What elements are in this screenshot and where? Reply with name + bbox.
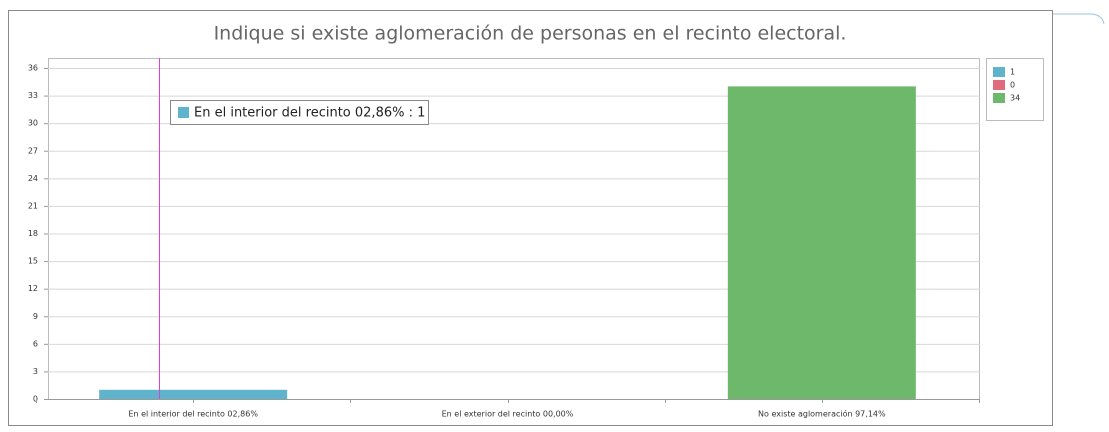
y-tick-label: 27: [28, 146, 38, 155]
legend-label: 34: [1010, 94, 1020, 103]
y-tick-label: 0: [33, 395, 38, 404]
legend-swatch: [993, 80, 1005, 90]
x-tick-label: En el interior del recinto 02,86%: [128, 410, 258, 419]
y-tick-label: 6: [33, 339, 38, 348]
y-tick-label: 3: [33, 367, 38, 376]
y-tick-label: 12: [28, 284, 38, 293]
y-tick-label: 30: [28, 119, 38, 128]
legend-label: 0: [1010, 81, 1015, 90]
legend-swatch: [993, 67, 1005, 77]
tooltip-swatch: [178, 107, 189, 118]
legend-swatch: [993, 93, 1005, 103]
y-tick-label: 36: [28, 64, 38, 73]
chart-title: Indique si existe aglomeración de person…: [214, 23, 847, 45]
x-tick-label: En el exterior del recinto 00,00%: [442, 410, 574, 419]
bar: [99, 389, 288, 399]
y-tick-label: 9: [33, 312, 38, 321]
tooltip-box: [170, 100, 429, 125]
legend-label: 1: [1010, 68, 1015, 77]
tooltip-text: En el interior del recinto 02,86% : 1: [194, 106, 425, 121]
y-tick-label: 24: [28, 174, 38, 183]
y-tick-label: 18: [28, 229, 38, 238]
y-tick-label: 21: [28, 201, 38, 210]
bar: [727, 86, 916, 399]
y-tick-label: 15: [28, 257, 38, 266]
x-tick-label: No existe aglomeración 97,14%: [758, 409, 886, 419]
y-tick-label: 33: [28, 91, 38, 100]
outer-frame: [1052, 13, 1105, 25]
